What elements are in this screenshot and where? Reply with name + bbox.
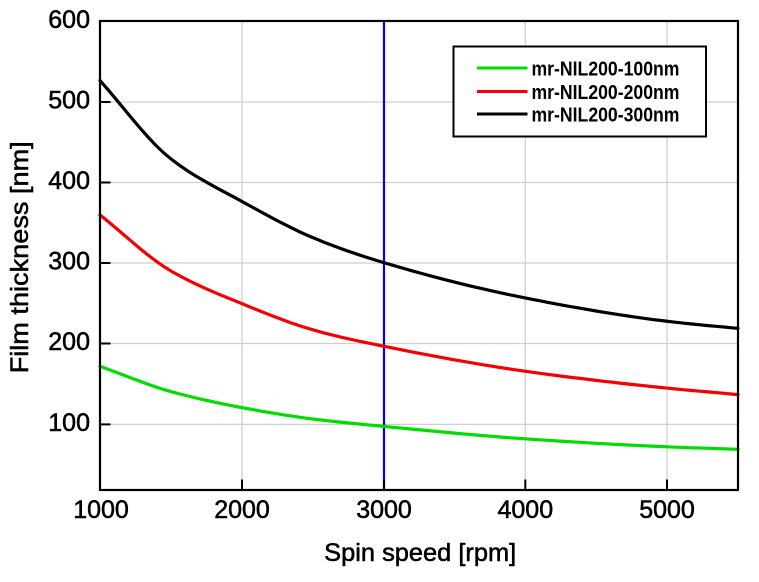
svg-text:1000: 1000 — [73, 496, 129, 524]
svg-text:300: 300 — [48, 248, 90, 276]
svg-text:5000: 5000 — [639, 496, 695, 524]
svg-text:Film thickness [nm]: Film thickness [nm] — [6, 141, 34, 373]
svg-text:mr-NIL200-200nm: mr-NIL200-200nm — [532, 81, 680, 104]
svg-text:2000: 2000 — [214, 496, 270, 524]
svg-text:mr-NIL200-300nm: mr-NIL200-300nm — [532, 103, 680, 126]
svg-text:100: 100 — [48, 409, 90, 437]
svg-text:mr-NIL200-100nm: mr-NIL200-100nm — [532, 57, 680, 80]
svg-text:500: 500 — [48, 87, 90, 115]
svg-text:600: 600 — [48, 6, 90, 34]
svg-text:400: 400 — [48, 167, 90, 195]
svg-text:3000: 3000 — [356, 496, 412, 524]
svg-text:4000: 4000 — [497, 496, 553, 524]
svg-text:Spin speed [rpm]: Spin speed [rpm] — [324, 539, 516, 567]
svg-text:200: 200 — [48, 328, 90, 356]
